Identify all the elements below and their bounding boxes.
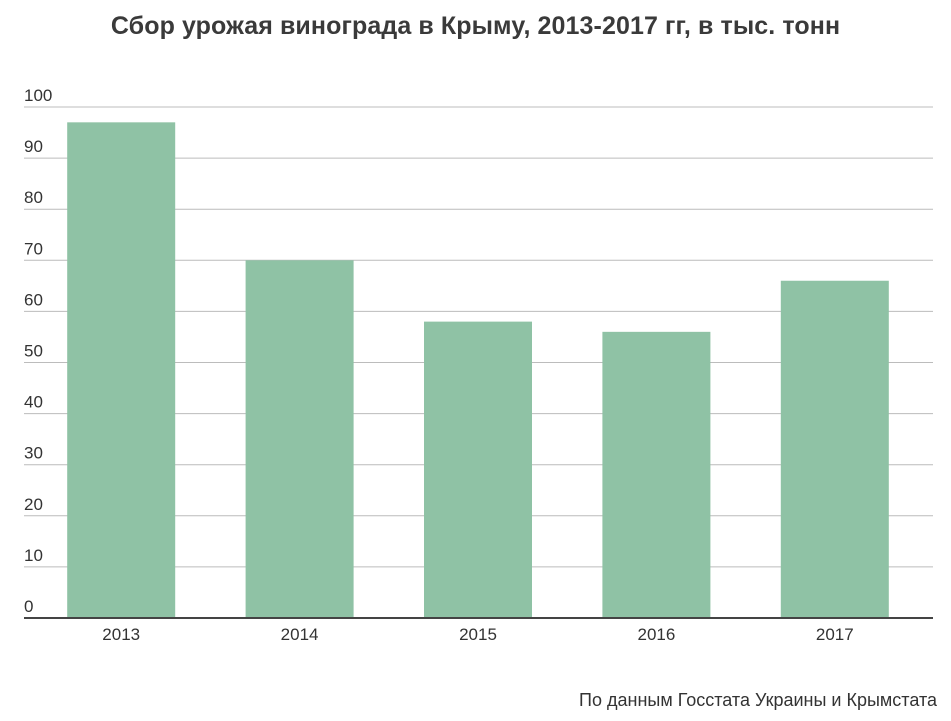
bar-2013 bbox=[67, 122, 176, 618]
bar-2017 bbox=[780, 280, 889, 618]
y-tick-label: 80 bbox=[24, 188, 43, 207]
bar-2015 bbox=[424, 321, 532, 618]
x-tick-label: 2017 bbox=[816, 625, 854, 644]
y-tick-label: 100 bbox=[24, 86, 52, 105]
y-tick-label: 10 bbox=[24, 546, 43, 565]
y-tick-label: 0 bbox=[24, 597, 33, 616]
y-tick-label: 70 bbox=[24, 239, 43, 258]
y-axis-tick-labels: 0 10 20 30 40 50 60 70 80 90 100 bbox=[24, 86, 52, 616]
y-tick-label: 90 bbox=[24, 137, 43, 156]
x-tick-label: 2014 bbox=[281, 625, 319, 644]
bar-2016 bbox=[602, 331, 711, 618]
x-tick-label: 2016 bbox=[637, 625, 675, 644]
y-tick-label: 60 bbox=[24, 290, 43, 309]
x-tick-label: 2015 bbox=[459, 625, 497, 644]
source-note: По данным Госстата Украины и Крымстата bbox=[579, 690, 937, 710]
y-tick-label: 30 bbox=[24, 444, 43, 463]
chart-title: Сбор урожая винограда в Крыму, 2013-2017… bbox=[110, 12, 841, 40]
x-tick-label: 2013 bbox=[102, 625, 140, 644]
bar-2014 bbox=[245, 260, 354, 618]
bars bbox=[67, 122, 889, 618]
x-axis-tick-labels: 2013 2014 2015 2016 2017 bbox=[102, 625, 853, 644]
y-tick-label: 50 bbox=[24, 342, 43, 361]
y-tick-label: 20 bbox=[24, 495, 43, 514]
y-tick-label: 40 bbox=[24, 393, 43, 412]
